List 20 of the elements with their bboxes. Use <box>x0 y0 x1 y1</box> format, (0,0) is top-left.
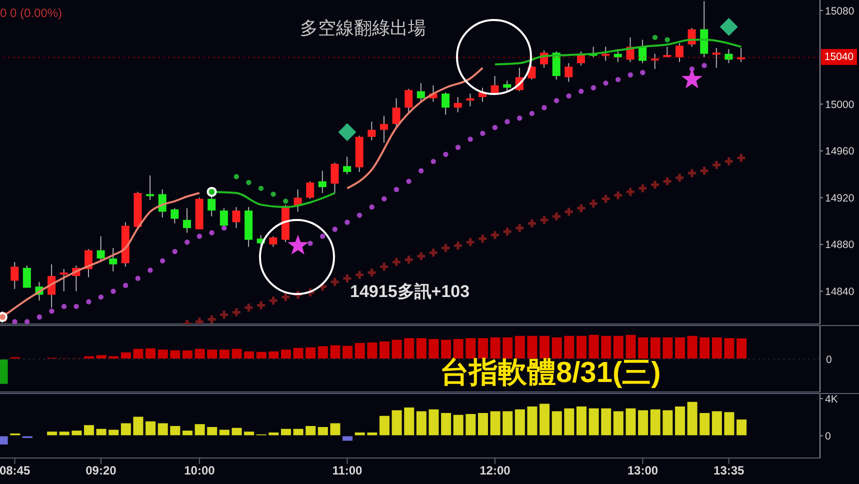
annotation: 台指軟體8/31(三) <box>440 356 661 391</box>
x-tick-label: 13:00 <box>627 464 658 478</box>
y-tick-label: 4K <box>825 393 838 406</box>
ref-line-label: 15040 <box>821 49 857 66</box>
y-tick-label: 14840 <box>825 286 854 298</box>
annotation: 0 0 (0.00%) <box>0 6 62 20</box>
y-tick-label: 15000 <box>825 98 854 111</box>
y-tick-label: 15080 <box>825 5 854 18</box>
y-tick-label: 14960 <box>825 146 854 158</box>
y-tick-label: 14880 <box>825 239 854 252</box>
x-tick-label: 13:35 <box>714 464 745 478</box>
x-tick-label: 09:20 <box>86 464 117 478</box>
y-tick-label: 14920 <box>825 192 854 204</box>
y-tick-label: 0 <box>825 430 831 442</box>
annotation: 多空線翻綠出場 <box>300 18 426 40</box>
annotation: 14915多訊+103 <box>350 282 470 302</box>
x-tick-label: 08:45 <box>0 464 30 478</box>
x-tick-label: 12:00 <box>480 464 511 478</box>
x-tick-label: 10:00 <box>184 464 216 478</box>
x-tick-label: 11:00 <box>332 464 363 478</box>
